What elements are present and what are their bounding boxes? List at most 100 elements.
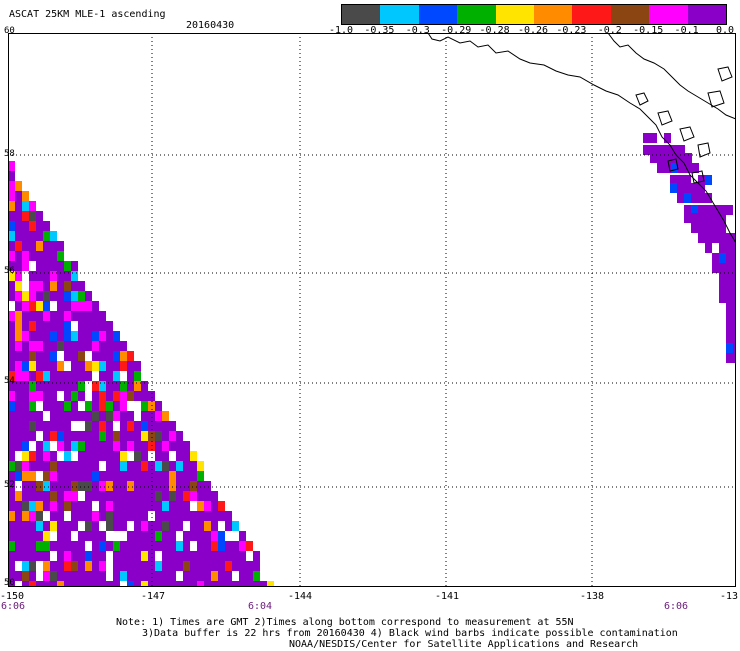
- swath-cell: [22, 211, 29, 221]
- swath-cell: [15, 411, 22, 421]
- swath-cell: [106, 371, 113, 381]
- swath-cell: [183, 451, 190, 461]
- note-line-2: 3)Data buffer is 22 hrs from 20160430 4)…: [142, 628, 678, 639]
- swath-cell: [225, 551, 232, 561]
- swath-cell: [15, 291, 22, 301]
- swath-cell: [657, 163, 664, 173]
- swath-cell: [134, 521, 141, 531]
- swath-cell: [50, 311, 57, 321]
- swath-cell: [169, 461, 176, 471]
- swath-cell: [726, 303, 733, 313]
- swath-cell: [57, 241, 64, 251]
- swath-cell: [22, 381, 29, 391]
- swath-cell: [190, 471, 197, 481]
- swath-cell: [183, 501, 190, 511]
- swath-cell: [671, 163, 678, 173]
- swath-cell: [726, 293, 733, 303]
- swath-cell: [120, 581, 127, 587]
- swath-cell: [733, 303, 736, 313]
- swath-cell: [691, 193, 698, 203]
- swath-cell: [64, 341, 71, 351]
- swath-cell: [99, 451, 106, 461]
- swath-cell: [92, 501, 99, 511]
- swath-cell: [8, 331, 15, 341]
- swath-cell: [204, 561, 211, 571]
- swath-cell: [50, 411, 57, 421]
- swath-cell: [120, 571, 127, 581]
- swath-cell: [671, 153, 678, 163]
- swath-cell: [127, 461, 134, 471]
- swath-cell: [29, 281, 36, 291]
- swath-cell: [71, 541, 78, 551]
- swath-cell: [15, 351, 22, 361]
- swath-cell: [64, 421, 71, 431]
- swath-cell: [120, 501, 127, 511]
- colorbar-tick-label: -0.23: [556, 25, 587, 36]
- swath-cell: [71, 401, 78, 411]
- swath-cell: [50, 361, 57, 371]
- swath-cell: [99, 541, 106, 551]
- swath-cell: [225, 561, 232, 571]
- colorbar-tick-label: 0.0: [715, 25, 735, 36]
- swath-cell: [733, 313, 736, 323]
- swath-cell: [232, 571, 239, 581]
- swath-cell: [8, 561, 15, 571]
- swath-cell: [127, 371, 134, 381]
- swath-cell: [92, 391, 99, 401]
- swath-cell: [155, 501, 162, 511]
- swath-cell: [99, 391, 106, 401]
- swath-cell: [57, 581, 64, 587]
- swath-cell: [670, 175, 677, 185]
- swath-cell: [43, 361, 50, 371]
- swath-cell: [155, 531, 162, 541]
- swath-cell: [22, 361, 29, 371]
- swath-cell: [50, 321, 57, 331]
- swath-cell: [57, 551, 64, 561]
- swath-cell: [106, 331, 113, 341]
- swath-cell: [113, 401, 120, 411]
- swath-cell: [50, 531, 57, 541]
- swath-cell: [36, 321, 43, 331]
- swath-cell: [50, 251, 57, 261]
- swath-cell: [664, 145, 671, 155]
- swath-cell: [29, 421, 36, 431]
- swath-cell: [155, 431, 162, 441]
- swath-cell: [22, 431, 29, 441]
- swath-cell: [141, 571, 148, 581]
- swath-cell: [218, 561, 225, 571]
- swath-cell: [260, 581, 267, 587]
- swath-cell: [726, 253, 733, 263]
- swath-cell: [246, 571, 253, 581]
- swath-cell: [8, 401, 15, 411]
- swath-cell: [92, 421, 99, 431]
- swath-cell: [15, 251, 22, 261]
- swath-cell: [22, 421, 29, 431]
- colorbar-tick-label: -0.35: [364, 25, 395, 36]
- colorbar-tick-label: -0.1: [674, 25, 699, 36]
- swath-cell: [64, 511, 71, 521]
- swath-cell: [148, 571, 155, 581]
- swath-cell: [183, 581, 190, 587]
- swath-cell: [190, 511, 197, 521]
- swath-cell: [92, 451, 99, 461]
- swath-cell: [260, 561, 267, 571]
- swath-cell: [85, 311, 92, 321]
- swath-cell: [85, 531, 92, 541]
- swath-cell: [692, 163, 699, 173]
- swath-cell: [719, 263, 726, 273]
- swath-cell: [36, 261, 43, 271]
- swath-cell: [169, 421, 176, 431]
- swath-cell: [8, 531, 15, 541]
- swath-cell: [169, 491, 176, 501]
- swath-cell: [64, 481, 71, 491]
- swath-cell: [106, 551, 113, 561]
- swath-cell: [29, 311, 36, 321]
- swath-cell: [246, 551, 253, 561]
- lat-tick-50: 50: [4, 578, 15, 588]
- swath-cell: [239, 561, 246, 571]
- swath-cell: [127, 411, 134, 421]
- swath-cell: [726, 273, 733, 283]
- swath-cell: [8, 271, 15, 281]
- swath-cell: [92, 491, 99, 501]
- swath-cell: [176, 561, 183, 571]
